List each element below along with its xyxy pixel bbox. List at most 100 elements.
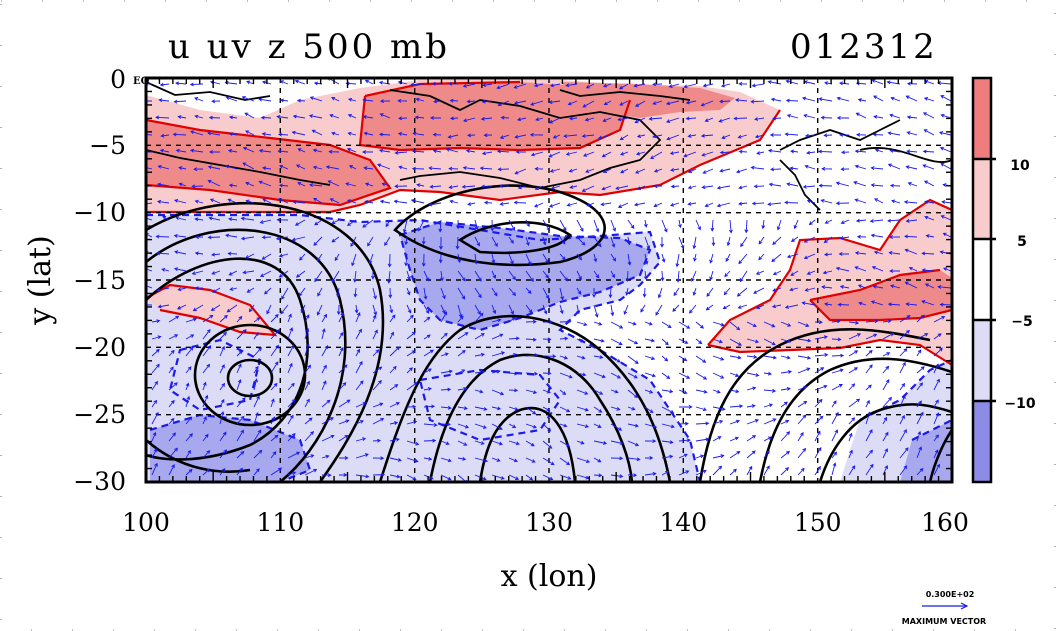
wind-vector [710, 219, 715, 232]
wind-vector [304, 328, 310, 340]
wind-vector [423, 368, 432, 374]
negative-strong-region [400, 222, 650, 330]
wind-vector [354, 304, 359, 314]
wind-vector [756, 151, 765, 155]
wind-vector [389, 346, 400, 357]
wind-vector [848, 333, 862, 340]
wind-vector [865, 384, 872, 391]
y-tick-label: −25 [73, 400, 126, 429]
wind-vector [325, 165, 340, 170]
wind-vector [185, 317, 197, 323]
wind-vector [202, 328, 211, 340]
wind-vector [311, 129, 323, 136]
wind-vector [899, 315, 911, 323]
wind-vector [535, 117, 544, 122]
wind-vector [831, 411, 839, 425]
wind-vector [423, 387, 432, 391]
wind-vector [610, 456, 624, 461]
colorbar-band-weak-positive [973, 159, 991, 239]
wind-vector [848, 320, 860, 325]
wind-vector [423, 304, 430, 314]
wind-vector [736, 168, 748, 174]
wind-vector [190, 130, 204, 136]
wind-vector [907, 182, 918, 187]
wind-vector [362, 115, 374, 119]
wind-vector [227, 198, 238, 204]
wind-vector [151, 411, 159, 425]
wind-vector [350, 236, 357, 248]
wind-vector [687, 201, 697, 206]
wind-vector [146, 202, 153, 206]
wind-vector [298, 287, 306, 297]
wind-vector [185, 395, 191, 408]
wind-vector [219, 364, 225, 374]
wind-vector [559, 236, 566, 245]
wind-vector [837, 302, 850, 307]
wind-vector [906, 81, 918, 86]
wind-vector [440, 440, 450, 446]
wind-vector [712, 436, 722, 442]
wind-vector [481, 151, 493, 156]
wind-vector [814, 430, 821, 442]
wind-vector [797, 447, 807, 459]
x-tick-label: 150 [794, 508, 842, 537]
wind-vector [610, 304, 615, 317]
wind-vector [246, 287, 255, 293]
wind-vector [593, 423, 602, 428]
wind-vector [729, 355, 742, 360]
wind-vector [253, 331, 259, 340]
wind-vector [202, 394, 209, 408]
wind-vector [253, 365, 259, 374]
wind-vector [209, 150, 220, 154]
wind-vector [496, 149, 510, 154]
wind-vector [601, 151, 612, 158]
wind-vector [258, 148, 272, 153]
wind-vector [865, 449, 873, 459]
y-tick-label: 0 [110, 65, 126, 94]
wind-vector [676, 270, 681, 283]
wind-vector [593, 406, 603, 413]
wind-vector [219, 382, 226, 391]
wind-vector [823, 133, 833, 138]
wind-vector [889, 183, 901, 188]
wind-vector [508, 352, 518, 357]
wind-vector [921, 268, 935, 273]
wind-vector [872, 284, 884, 289]
wind-vector [924, 200, 935, 204]
wind-vector [814, 398, 823, 408]
y-tick-label: −5 [89, 131, 126, 160]
wind-vector [889, 269, 900, 273]
wind-vector [242, 162, 255, 170]
wind-vector [440, 405, 452, 410]
wind-vector [869, 219, 884, 223]
wind-vector [219, 398, 225, 408]
wind-vector [695, 219, 701, 231]
wind-vector [253, 449, 263, 459]
wind-vector [300, 304, 306, 314]
wind-vector [627, 321, 637, 326]
wind-vector [627, 423, 639, 428]
wind-vector [939, 302, 952, 307]
wind-vector [397, 98, 408, 103]
wind-vector [780, 419, 790, 425]
wind-vector [321, 473, 332, 478]
wind-vector [882, 365, 890, 374]
wind-vector [321, 454, 330, 459]
wind-vector [678, 219, 682, 229]
wind-vector [529, 132, 544, 137]
wind-vector [533, 83, 544, 88]
wind-vector [840, 150, 850, 155]
wind-vector [831, 451, 838, 459]
wind-vector [304, 468, 318, 476]
wind-vector [225, 233, 238, 238]
wind-vector [644, 456, 654, 460]
wind-vector [514, 168, 527, 175]
wind-vector [768, 182, 782, 187]
x-axis-ticks: 100 110 120 130 140 150 160 [122, 508, 969, 537]
wind-vector [457, 332, 469, 340]
wind-vector [338, 346, 344, 357]
wind-vector [236, 397, 246, 408]
wind-vector [692, 236, 697, 250]
wind-vector [445, 147, 459, 153]
